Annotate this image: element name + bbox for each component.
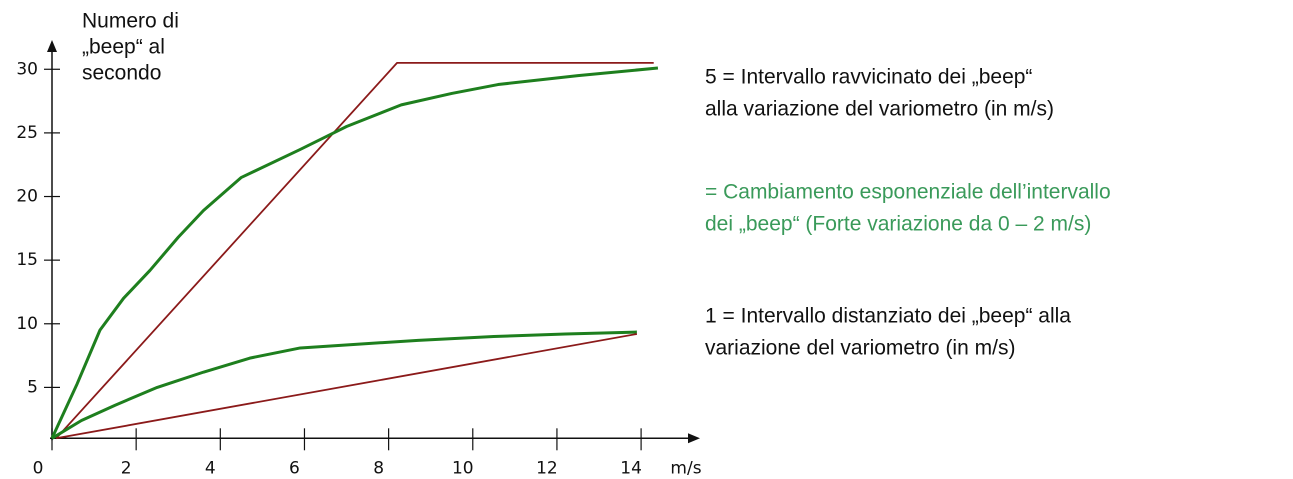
x-axis-arrow (688, 433, 700, 444)
x-tick-label: 4 (205, 458, 216, 478)
x-tick-label: 6 (289, 458, 300, 478)
annotation: alla variazione del variometro (in m/s) (705, 98, 1054, 121)
series-line (51, 330, 637, 440)
y-tick-label: 15 (16, 250, 38, 270)
y-tick-label: 25 (16, 123, 38, 143)
x-tick-label: 14 (620, 458, 642, 478)
series-line (55, 62, 654, 439)
y-axis-label: „beep“ al (82, 36, 165, 59)
y-tick-label: 5 (27, 377, 38, 397)
x-tick-label: 8 (373, 458, 384, 478)
y-tick-label: 30 (16, 59, 38, 79)
y-axis-arrow (47, 40, 57, 52)
series-line (50, 66, 659, 439)
y-axis-label: secondo (82, 62, 161, 85)
y-tick-label: 10 (16, 314, 38, 334)
annotation: 1 = Intervallo distanziato dei „beep“ al… (705, 305, 1071, 328)
y-axis-label: Numero di (82, 10, 179, 33)
x-axis-label: m/s (670, 458, 701, 478)
annotation: 5 = Intervallo ravvicinato dei „beep“ (705, 66, 1032, 89)
annotation: dei „beep“ (Forte variazione da 0 – 2 m/… (705, 213, 1091, 236)
x-tick-label: 10 (452, 458, 474, 478)
x-tick-label: 2 (121, 458, 132, 478)
series-line (56, 333, 638, 440)
annotation: = Cambiamento esponenziale dell’interval… (705, 181, 1111, 204)
x-tick-label: 12 (536, 458, 558, 478)
x-tick-label: 0 (33, 458, 44, 478)
y-tick-label: 20 (16, 187, 38, 207)
annotation: variazione del variometro (in m/s) (705, 337, 1015, 360)
